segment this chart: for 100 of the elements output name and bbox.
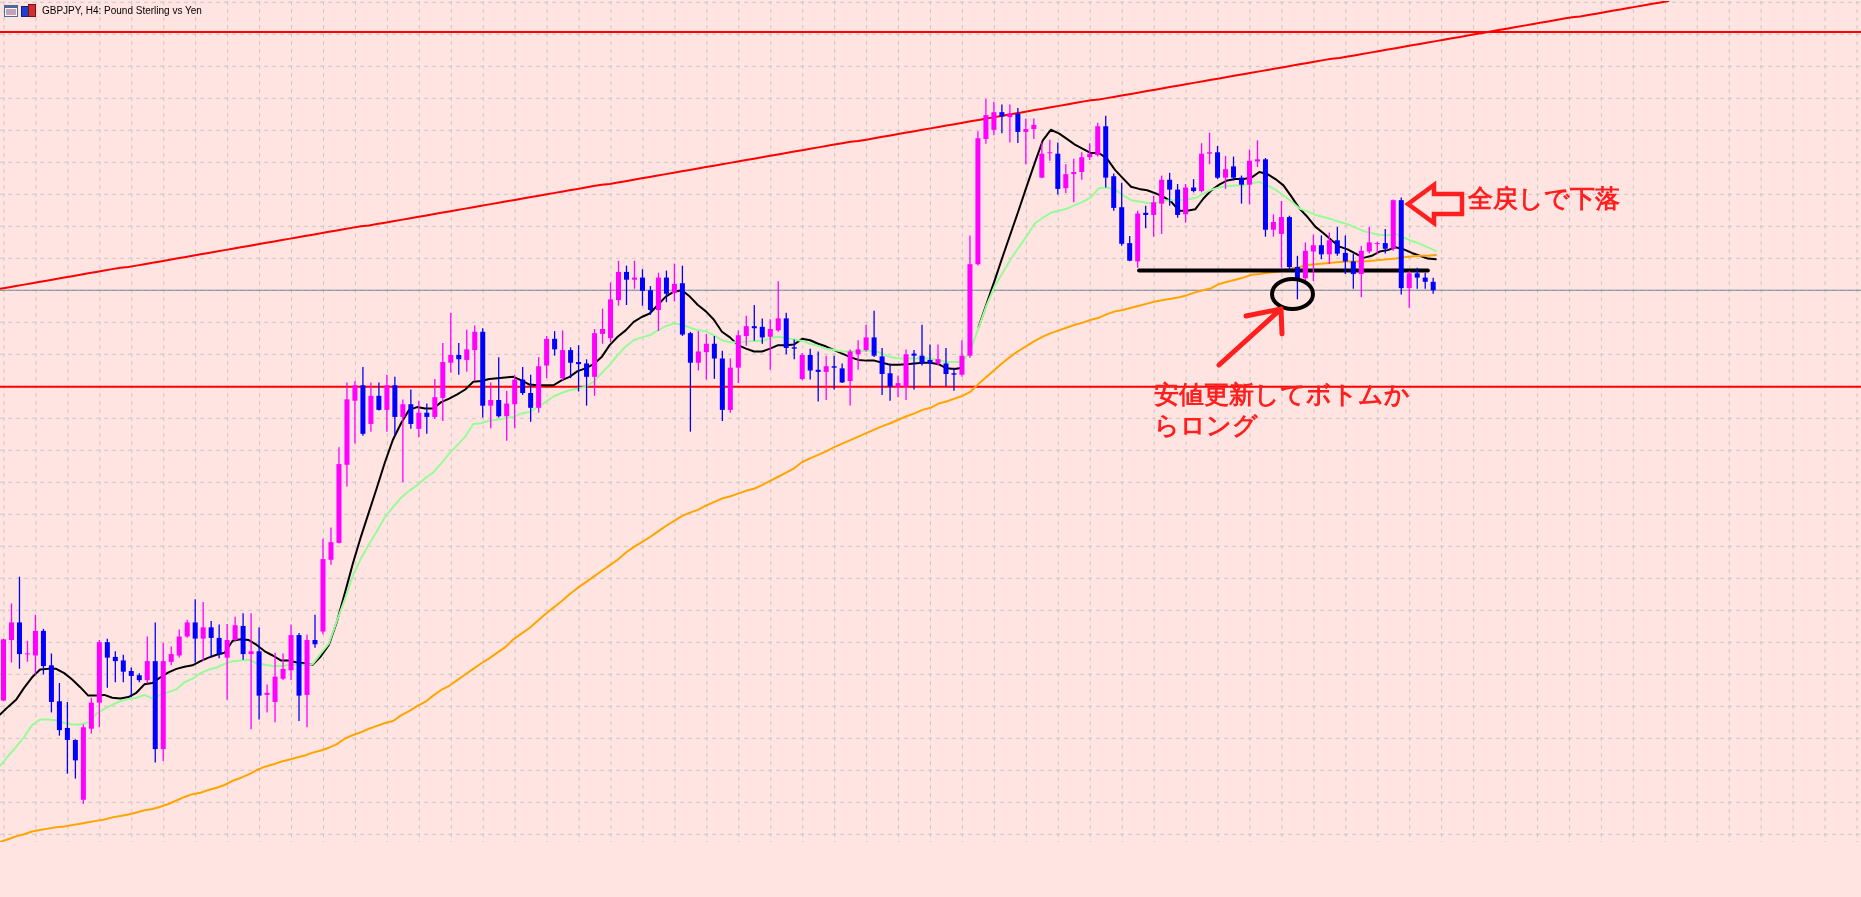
chart-title: GBPJPY, H4: Pound Sterling vs Yen — [42, 5, 202, 17]
candlestick — [1270, 214, 1276, 237]
candlestick — [1223, 155, 1229, 189]
candlestick — [631, 260, 637, 289]
annotation: 全戻しで下落 — [1468, 184, 1620, 213]
candlestick — [464, 329, 470, 372]
candlestick — [568, 347, 574, 379]
candlestick — [1167, 172, 1173, 206]
candlestick — [408, 389, 414, 429]
candlestick — [1414, 267, 1420, 289]
candlestick — [1278, 200, 1284, 268]
candlestick — [671, 263, 677, 302]
candlestick — [120, 654, 126, 683]
candlestick — [1334, 226, 1340, 256]
candlestick — [879, 348, 885, 396]
candlestick — [416, 400, 422, 438]
candlestick — [1143, 205, 1149, 229]
candlestick — [831, 355, 837, 390]
candlestick — [1159, 175, 1165, 234]
candlestick — [352, 381, 358, 444]
candlestick — [935, 344, 941, 366]
candlestick — [312, 614, 318, 648]
candlestick — [743, 315, 749, 346]
candlestick — [72, 739, 78, 779]
candlestick — [248, 613, 254, 730]
candlestick — [807, 348, 813, 380]
candlestick — [863, 324, 869, 352]
candlestick — [1071, 158, 1077, 203]
candlestick — [424, 403, 430, 434]
candlestick — [1366, 226, 1372, 254]
candlestick — [472, 325, 478, 381]
candlestick — [983, 98, 989, 144]
candlestick — [1318, 235, 1324, 260]
candlestick — [911, 350, 917, 390]
candlestick — [448, 312, 454, 373]
candlestick — [600, 308, 606, 344]
candlestick — [24, 640, 30, 662]
candlestick — [1231, 156, 1237, 181]
candlestick — [711, 336, 717, 379]
candlestick — [1358, 245, 1364, 298]
candlestick — [64, 702, 70, 774]
candlestick — [775, 281, 781, 332]
candlestick — [759, 318, 765, 344]
candlestick — [1326, 232, 1332, 265]
candlestick — [496, 357, 502, 418]
candlestick — [703, 333, 709, 380]
candlestick — [1047, 139, 1053, 161]
candlestick — [232, 616, 238, 641]
candlestick — [919, 324, 925, 366]
candlestick — [264, 684, 270, 713]
candlestick — [1246, 149, 1252, 205]
candlestick — [280, 653, 286, 681]
candlestick — [208, 621, 214, 658]
candlestick — [895, 375, 901, 398]
candlestick — [128, 667, 134, 697]
candlestick — [1039, 142, 1045, 179]
candlestick — [1063, 164, 1069, 194]
candlestick — [216, 624, 222, 659]
candlestick — [767, 319, 773, 370]
candlestick — [488, 382, 494, 429]
candlestick — [695, 331, 701, 371]
candlestick — [376, 382, 382, 411]
candlestick — [815, 351, 821, 402]
candlestick — [1127, 236, 1133, 262]
candlestick — [799, 352, 805, 381]
candlestick — [663, 270, 669, 303]
candlestick — [751, 305, 757, 341]
candlestick — [1207, 132, 1213, 165]
candlestick — [144, 636, 150, 684]
candlestick — [328, 527, 334, 565]
candlestick — [200, 602, 206, 662]
candlestick — [1239, 175, 1244, 204]
candlestick — [855, 340, 861, 370]
candlestick — [871, 310, 877, 358]
candlestick — [999, 104, 1005, 134]
candlestick — [400, 399, 406, 483]
candlestick — [639, 269, 645, 306]
candlestick — [1079, 152, 1085, 180]
annotation: 安値更新してボトムからロング — [1154, 379, 1411, 441]
candlestick — [624, 265, 629, 305]
candlestick — [520, 367, 526, 396]
candlestick — [887, 363, 893, 401]
candlestick — [1294, 255, 1300, 300]
candlestick — [432, 378, 438, 419]
candlestick — [504, 390, 510, 441]
candlestick — [1382, 229, 1388, 254]
candlestick — [1151, 196, 1157, 237]
candlestick — [528, 374, 534, 422]
candlestick — [552, 331, 558, 356]
candlestick — [192, 599, 198, 663]
candlestick — [112, 651, 118, 683]
candlestick — [1350, 253, 1356, 289]
candlestick — [1254, 140, 1260, 168]
candlestick — [1406, 271, 1412, 308]
candlestick — [951, 367, 957, 391]
candlestick — [823, 355, 829, 400]
candlestick — [576, 345, 582, 392]
candlestick — [791, 339, 797, 360]
candlestick — [584, 359, 590, 406]
candlestick — [1015, 108, 1021, 144]
